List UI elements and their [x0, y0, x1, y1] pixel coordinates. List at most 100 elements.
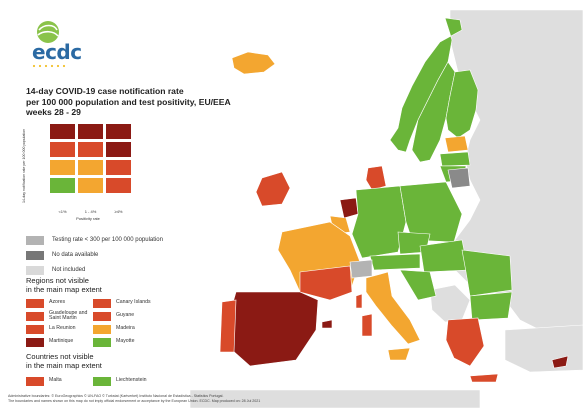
region-label: Azores: [49, 299, 66, 306]
country-estonia: [444, 135, 469, 153]
country-sweden: [411, 61, 456, 163]
matrix-cell-r1-c0: [50, 142, 75, 157]
region-item-azores: Azores: [26, 298, 65, 308]
region-label: Guyane: [116, 312, 135, 319]
country-denmark: [365, 165, 387, 191]
region-swatch: [26, 298, 44, 308]
legend-label-no-data: No data available: [52, 252, 99, 258]
region-france-south: [299, 265, 353, 301]
country-label: Liechtenstein: [116, 377, 147, 384]
matrix-cell-r0-c2: [106, 124, 131, 139]
matrix-cell-r2-c1: [78, 160, 103, 175]
not-included-region-africa: [189, 389, 481, 408]
no-data-russia: [447, 167, 471, 189]
matrix-cell-r3-c2: [106, 178, 131, 193]
matrix-y-axis-label: 14-day notification rate per 100 000 pop…: [22, 128, 26, 204]
region-item-guadeloupe: Guadeloupe and Saint Martin: [26, 309, 91, 321]
ecdc-logo-text: ecdc: [32, 40, 82, 64]
region-item-la-reunion: La Reunion: [26, 324, 76, 334]
country-romania: [461, 249, 513, 297]
map-footer: Administrative boundaries: © EuroGeograp…: [8, 394, 578, 403]
ecdc-globe-icon: [32, 21, 66, 68]
map-title: 14-day COVID-19 case notification rate p…: [26, 86, 266, 118]
matrix-x-tick-3: ≥4%: [114, 209, 123, 214]
region-item-canary-islands: Canary Islands: [93, 298, 151, 308]
regions-title: Regions not visible in the main map exte…: [26, 276, 102, 294]
light-grey-swatch: [26, 265, 44, 275]
grey-swatch: [26, 235, 44, 245]
region-swatch: [93, 311, 111, 321]
footer-line-1: Administrative boundaries: © EuroGeograp…: [8, 394, 224, 398]
region-item-madeira: Madeira: [93, 324, 135, 334]
countries-title: Countries not visible in the main map ex…: [26, 352, 102, 370]
footer-line-2: The boundaries and names shown on this m…: [8, 398, 261, 403]
island-sicily: [387, 347, 411, 361]
legend-label-testing-rate: Testing rate < 300 per 100 000 populatio…: [52, 237, 163, 243]
legend-item-testing-rate: Testing rate < 300 per 100 000 populatio…: [26, 235, 163, 245]
country-finland: [445, 69, 479, 139]
island-crete: [469, 373, 499, 383]
title-line-3: weeks 28 - 29: [26, 107, 81, 117]
region-label: Guadeloupe and Saint Martin: [49, 309, 88, 321]
region-label: Mayotte: [116, 338, 135, 345]
countries-title-line-2: in the main map extent: [26, 360, 102, 370]
matrix-x-tick-2: 1 - 4%: [84, 209, 97, 214]
legend-item-no-data: No data available: [26, 250, 98, 260]
matrix-x-axis-label: Positivity rate: [76, 216, 100, 221]
matrix-cell-r2-c2: [106, 160, 131, 175]
legend-item-not-included: Not included: [26, 265, 85, 275]
country-item-liechtenstein: Liechtenstein: [93, 376, 147, 386]
country-item-malta: Malta: [26, 376, 62, 386]
region-item-mayotte: Mayotte: [93, 337, 134, 347]
island-corsica: [355, 293, 363, 309]
matrix-cell-r0-c1: [78, 124, 103, 139]
matrix-cell-r0-c0: [50, 124, 75, 139]
country-greece: [445, 317, 485, 367]
region-item-martinique: Martinique: [26, 337, 73, 347]
country-swatch: [26, 376, 44, 386]
region-swatch: [26, 311, 44, 321]
region-label: La Reunion: [49, 325, 76, 332]
country-germany: [351, 185, 407, 259]
region-label: Martinique: [49, 338, 74, 345]
country-portugal: [219, 299, 237, 353]
dark-grey-swatch: [26, 250, 44, 260]
region-swatch: [26, 337, 44, 347]
region-swatch: [93, 337, 111, 347]
not-included-region-balkans: [429, 284, 471, 323]
country-label: Malta: [49, 377, 62, 384]
country-cyprus: [551, 355, 569, 369]
country-switzerland: [349, 259, 373, 279]
title-line-1: 14-day COVID-19 case notification rate: [26, 86, 184, 96]
country-bulgaria: [469, 291, 513, 321]
region-swatch: [93, 324, 111, 334]
matrix-cell-r2-c0: [50, 160, 75, 175]
matrix-cell-r1-c2: [106, 142, 131, 157]
country-italy: [365, 271, 421, 345]
region-swatch: [93, 298, 111, 308]
country-austria: [369, 253, 421, 271]
region-label: Madeira: [116, 325, 135, 332]
island-balearic: [321, 319, 333, 329]
island-sardinia: [361, 313, 373, 337]
matrix-cell-r3-c0: [50, 178, 75, 193]
region-swatch: [26, 324, 44, 334]
country-iceland: [231, 51, 276, 75]
not-included-region-turkey: [504, 324, 583, 373]
title-line-2: per 100 000 population and test positivi…: [26, 96, 231, 107]
region-item-guyane: Guyane: [93, 311, 134, 321]
country-swatch: [93, 376, 111, 386]
country-latvia: [439, 151, 471, 167]
country-ireland: [255, 171, 291, 207]
matrix-cell-r3-c1: [78, 178, 103, 193]
matrix-x-tick-1: <1%: [58, 209, 67, 214]
region-label: Canary Islands: [116, 299, 151, 306]
ecdc-logo: ecdc: [26, 18, 96, 72]
matrix-cell-r1-c1: [78, 142, 103, 157]
country-netherlands: [339, 197, 359, 219]
legend-label-not-included: Not included: [52, 267, 86, 273]
regions-title-line-1: Regions not visible: [26, 276, 89, 285]
regions-title-line-2: in the main map extent: [26, 284, 102, 294]
